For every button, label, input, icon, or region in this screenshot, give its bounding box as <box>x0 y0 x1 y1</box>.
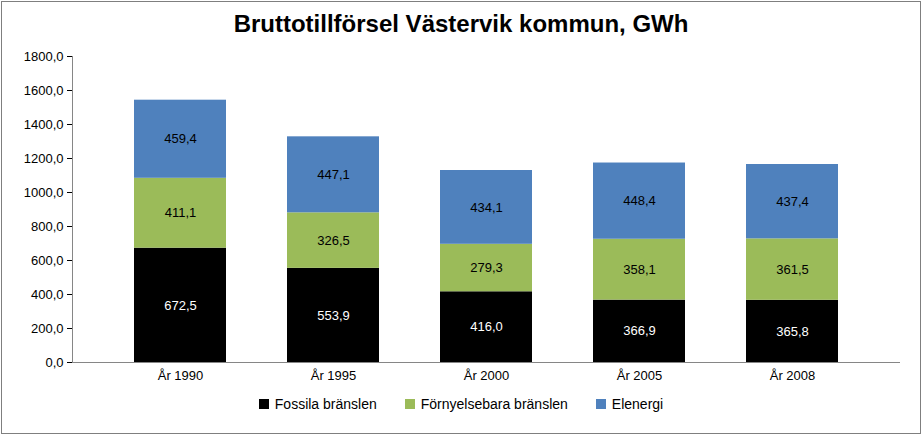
svg-text:1400,0: 1400,0 <box>24 117 64 132</box>
svg-text:År 1995: År 1995 <box>311 368 357 383</box>
svg-text:År 2005: År 2005 <box>617 368 663 383</box>
svg-text:459,4: 459,4 <box>164 131 197 146</box>
svg-text:År 1990: År 1990 <box>158 368 204 383</box>
svg-text:200,0: 200,0 <box>31 321 64 336</box>
svg-text:672,5: 672,5 <box>164 297 197 312</box>
svg-text:361,5: 361,5 <box>776 262 809 277</box>
svg-text:416,0: 416,0 <box>470 319 503 334</box>
svg-text:År 2008: År 2008 <box>770 368 816 383</box>
svg-text:366,9: 366,9 <box>623 323 656 338</box>
svg-text:448,4: 448,4 <box>623 193 656 208</box>
html-text:Fossila bränslen: Fossila bränslen <box>274 396 377 412</box>
svg-text:411,1: 411,1 <box>165 205 197 220</box>
svg-text:365,8: 365,8 <box>776 324 809 339</box>
svg-text:1200,0: 1200,0 <box>24 151 64 166</box>
svg-text:1800,0: 1800,0 <box>24 49 64 64</box>
svg-text:326,5: 326,5 <box>317 233 350 248</box>
svg-text:358,1: 358,1 <box>623 262 656 277</box>
svg-text:1600,0: 1600,0 <box>24 83 64 98</box>
html-text:Elenergi: Elenergi <box>611 396 664 412</box>
svg-text:800,0: 800,0 <box>31 219 64 234</box>
svg-text:553,9: 553,9 <box>317 308 350 323</box>
svg-text:447,1: 447,1 <box>317 167 350 182</box>
svg-text:437,4: 437,4 <box>776 194 809 209</box>
svg-text:434,1: 434,1 <box>470 200 503 215</box>
svg-text:1000,0: 1000,0 <box>24 185 64 200</box>
svg-text:600,0: 600,0 <box>31 253 64 268</box>
svg-text:279,3: 279,3 <box>470 260 503 275</box>
svg-text:År 2000: År 2000 <box>464 368 510 383</box>
html-text:Förnyelsebara bränslen: Förnyelsebara bränslen <box>420 396 568 412</box>
svg-text:400,0: 400,0 <box>31 287 64 302</box>
html-text:Bruttotillförsel Västervik kom: Bruttotillförsel Västervik kommun, GWh <box>233 10 689 37</box>
svg-text:0,0: 0,0 <box>45 355 63 370</box>
